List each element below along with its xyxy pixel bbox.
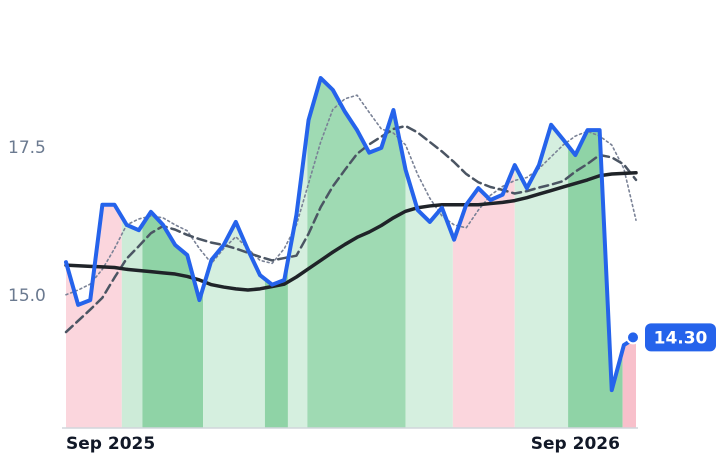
x-tick-label: Sep 2026 bbox=[531, 434, 620, 454]
region-fill bbox=[264, 260, 288, 428]
last-badge bbox=[645, 323, 716, 352]
line-series bbox=[65, 94, 637, 296]
last-point bbox=[626, 330, 640, 345]
last-label: 14.30 bbox=[654, 328, 708, 348]
region-fill bbox=[307, 78, 406, 428]
region-fill bbox=[622, 337, 636, 428]
region-fill bbox=[142, 211, 204, 428]
line-series bbox=[64, 124, 638, 334]
line-series bbox=[64, 171, 638, 292]
region-fill bbox=[203, 221, 265, 428]
region-fill bbox=[452, 165, 515, 428]
region-fill bbox=[405, 169, 453, 428]
x-tick-label: Sep 2025 bbox=[66, 434, 155, 454]
y-tick-label: 15.0 bbox=[8, 286, 46, 306]
y-tick-label: 17.5 bbox=[8, 138, 46, 158]
line-series bbox=[64, 76, 638, 393]
region-fill bbox=[514, 124, 569, 428]
